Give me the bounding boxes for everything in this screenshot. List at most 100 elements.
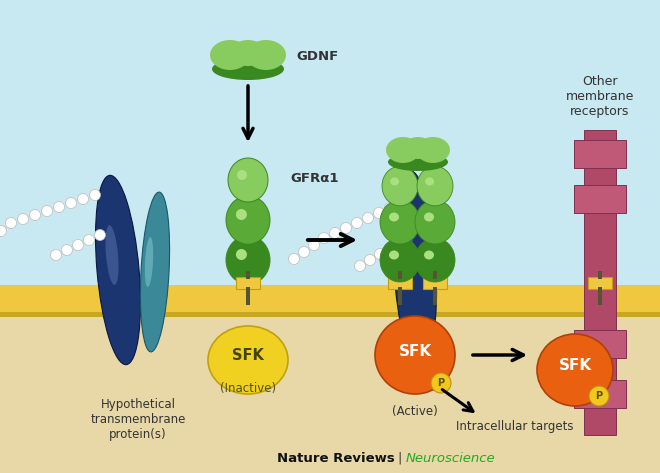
Bar: [246, 287, 250, 305]
Circle shape: [589, 386, 609, 406]
Text: Other
membrane
receptors: Other membrane receptors: [566, 75, 634, 118]
Circle shape: [30, 210, 40, 220]
Bar: [598, 287, 602, 305]
Bar: [574, 140, 626, 168]
Circle shape: [362, 212, 374, 224]
Ellipse shape: [237, 170, 247, 180]
Ellipse shape: [236, 249, 247, 260]
Circle shape: [385, 243, 395, 254]
Text: Neuroscience: Neuroscience: [406, 452, 496, 464]
Ellipse shape: [393, 171, 436, 365]
Ellipse shape: [382, 166, 418, 206]
Bar: [398, 287, 402, 305]
Circle shape: [431, 373, 451, 393]
Circle shape: [354, 261, 366, 272]
Circle shape: [94, 229, 106, 240]
Ellipse shape: [228, 158, 268, 202]
Ellipse shape: [417, 166, 453, 206]
Bar: [588, 277, 612, 289]
Circle shape: [329, 228, 341, 238]
Bar: [0, 285, 660, 315]
Bar: [245, 185, 251, 285]
Ellipse shape: [226, 196, 270, 244]
Bar: [388, 277, 412, 289]
Circle shape: [385, 202, 395, 213]
Ellipse shape: [236, 209, 247, 220]
Bar: [432, 205, 438, 285]
Circle shape: [5, 218, 16, 228]
Ellipse shape: [208, 326, 288, 394]
Bar: [236, 277, 260, 289]
Bar: [0, 312, 660, 317]
Ellipse shape: [145, 237, 153, 287]
Circle shape: [53, 201, 65, 212]
Text: GDNF: GDNF: [296, 51, 338, 63]
Text: SFK: SFK: [399, 343, 432, 359]
Text: SFK: SFK: [232, 349, 264, 363]
Ellipse shape: [416, 137, 450, 163]
Ellipse shape: [246, 40, 286, 70]
Ellipse shape: [415, 200, 455, 244]
Circle shape: [65, 198, 77, 209]
Circle shape: [341, 222, 352, 234]
Ellipse shape: [375, 316, 455, 394]
Ellipse shape: [386, 137, 420, 163]
Ellipse shape: [226, 236, 270, 284]
Text: Nature Reviews: Nature Reviews: [277, 452, 395, 464]
Circle shape: [374, 248, 385, 260]
Ellipse shape: [388, 153, 448, 171]
Ellipse shape: [424, 212, 434, 221]
Bar: [423, 277, 447, 289]
Ellipse shape: [212, 58, 284, 80]
Circle shape: [364, 254, 376, 265]
Text: Intracellular targets: Intracellular targets: [456, 420, 574, 433]
Bar: [598, 271, 602, 279]
Circle shape: [90, 190, 100, 201]
Text: |: |: [398, 452, 402, 464]
Ellipse shape: [389, 251, 399, 260]
Text: (Inactive): (Inactive): [220, 382, 276, 395]
Bar: [433, 287, 437, 305]
Circle shape: [61, 245, 73, 255]
Bar: [0, 0, 660, 305]
Bar: [433, 271, 437, 279]
Ellipse shape: [380, 238, 420, 282]
Ellipse shape: [402, 221, 414, 283]
Circle shape: [308, 239, 319, 251]
Circle shape: [51, 249, 61, 261]
Ellipse shape: [390, 177, 399, 185]
Ellipse shape: [403, 137, 433, 159]
Circle shape: [319, 233, 329, 244]
Ellipse shape: [537, 334, 613, 406]
Ellipse shape: [425, 177, 434, 185]
Ellipse shape: [415, 238, 455, 282]
Bar: [0, 305, 660, 473]
Ellipse shape: [389, 212, 399, 221]
Text: GFRα1: GFRα1: [290, 172, 339, 184]
Ellipse shape: [380, 200, 420, 244]
Circle shape: [42, 205, 53, 217]
Circle shape: [298, 246, 310, 257]
Text: P: P: [595, 391, 603, 401]
Ellipse shape: [141, 192, 170, 352]
Bar: [574, 185, 626, 213]
Circle shape: [288, 254, 300, 264]
Circle shape: [0, 226, 7, 236]
Ellipse shape: [424, 251, 434, 260]
Bar: [398, 271, 402, 279]
Circle shape: [84, 235, 94, 245]
Ellipse shape: [230, 40, 266, 66]
Circle shape: [374, 208, 385, 219]
Ellipse shape: [96, 175, 141, 365]
Circle shape: [73, 239, 84, 251]
Bar: [574, 380, 626, 408]
Bar: [584, 130, 616, 435]
Text: SFK: SFK: [558, 359, 591, 374]
Text: (Active): (Active): [392, 405, 438, 418]
Bar: [397, 205, 403, 285]
Text: Hypothetical
transmembrane
protein(s): Hypothetical transmembrane protein(s): [90, 398, 185, 441]
Circle shape: [352, 218, 362, 228]
Ellipse shape: [210, 40, 250, 70]
Circle shape: [77, 193, 88, 204]
Circle shape: [18, 213, 28, 225]
